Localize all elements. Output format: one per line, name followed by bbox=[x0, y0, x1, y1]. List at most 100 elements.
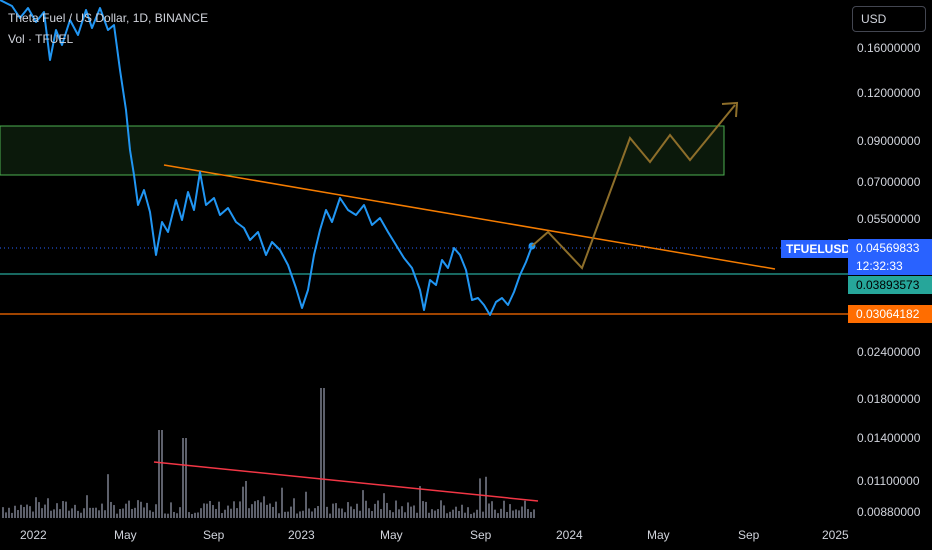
volume-bar bbox=[236, 508, 238, 518]
chart-area[interactable]: Theta Fuel / US Dollar, 1D, BINANCE Vol … bbox=[0, 0, 848, 521]
volume-bar bbox=[413, 505, 415, 518]
volume-bar bbox=[374, 503, 376, 518]
volume-bar bbox=[371, 511, 373, 518]
volume-bar bbox=[401, 506, 403, 518]
volume-bar bbox=[302, 510, 304, 518]
volume-bar bbox=[176, 513, 178, 518]
time-tick-label: Sep bbox=[738, 528, 760, 542]
volume-bar bbox=[140, 501, 142, 518]
volume-bar bbox=[389, 510, 391, 518]
volume-bar bbox=[329, 513, 331, 518]
volume-bar bbox=[83, 508, 85, 518]
volume-bar bbox=[47, 498, 49, 518]
volume-bar bbox=[293, 498, 295, 518]
volume-bar bbox=[530, 511, 532, 518]
volume-bar bbox=[491, 501, 493, 518]
price-tick-label: 0.12000000 bbox=[857, 86, 921, 100]
volume-bar bbox=[488, 503, 490, 518]
volume-bar bbox=[272, 506, 274, 518]
volume-bar bbox=[440, 500, 442, 518]
volume-bar bbox=[152, 511, 154, 518]
volume-bar bbox=[62, 501, 64, 518]
volume-bar bbox=[428, 512, 430, 518]
volume-bar bbox=[494, 509, 496, 518]
volume-bar bbox=[29, 506, 31, 518]
currency-button[interactable]: USD bbox=[852, 6, 926, 32]
volume-bar bbox=[146, 502, 148, 518]
volume-bar bbox=[398, 509, 400, 518]
time-tick-label: May bbox=[647, 528, 670, 542]
volume-bar bbox=[521, 506, 523, 518]
volume-bar bbox=[356, 503, 358, 518]
price-tick-label: 0.00880000 bbox=[857, 505, 921, 519]
volume-bar bbox=[188, 512, 190, 518]
price-line bbox=[0, 0, 533, 316]
volume-bar bbox=[377, 500, 379, 518]
time-tick-label: 2025 bbox=[822, 528, 849, 542]
volume-bar bbox=[38, 502, 40, 518]
resistance-zone[interactable] bbox=[0, 125, 725, 176]
volume-bar bbox=[338, 508, 340, 518]
volume-bar bbox=[41, 508, 43, 518]
volume-bar bbox=[194, 512, 196, 518]
volume-legend[interactable]: Vol · TFUEL bbox=[8, 32, 74, 46]
volume-bar bbox=[485, 476, 487, 518]
price-tick-label: 0.01400000 bbox=[857, 431, 921, 445]
volume-bar bbox=[203, 503, 205, 518]
volume-bar bbox=[107, 474, 109, 518]
volume-bar bbox=[431, 509, 433, 518]
symbol-legend-title[interactable]: Theta Fuel / US Dollar, 1D, BINANCE bbox=[8, 11, 209, 25]
volume-bar bbox=[233, 501, 235, 518]
current-price-value: 0.04569833 bbox=[856, 241, 920, 255]
volume-bar bbox=[452, 509, 454, 518]
volume-bar bbox=[170, 502, 172, 518]
volume-bar bbox=[101, 503, 103, 518]
volume-bar bbox=[155, 504, 157, 518]
volume-bar bbox=[191, 513, 193, 518]
time-scale[interactable]: 2022 May Sep 2023 May Sep 2024 May Sep 2025 bbox=[0, 521, 849, 550]
volume-bar bbox=[449, 511, 451, 518]
volume-bar bbox=[350, 506, 352, 518]
volume-bar bbox=[326, 506, 328, 518]
volume-bar bbox=[458, 510, 460, 518]
volume-bar bbox=[86, 495, 88, 518]
volume-bar bbox=[299, 511, 301, 518]
volume-bar bbox=[35, 497, 37, 518]
descending-trendline[interactable] bbox=[163, 164, 776, 270]
volume-bar bbox=[227, 505, 229, 518]
volume-bar bbox=[164, 513, 166, 518]
time-tick-label: May bbox=[380, 528, 403, 542]
bar-countdown: 12:32:33 bbox=[856, 259, 903, 273]
price-tick-label: 0.02400000 bbox=[857, 345, 921, 359]
volume-bar bbox=[506, 511, 508, 518]
price-tick-label: 0.01800000 bbox=[857, 392, 921, 406]
projection-arrow-head bbox=[721, 101, 739, 118]
volume-bar bbox=[467, 507, 469, 518]
time-tick-label: 2022 bbox=[20, 528, 47, 542]
price-tick-label: 0.16000000 bbox=[857, 41, 921, 55]
volume-bar bbox=[56, 503, 58, 518]
volume-bar bbox=[65, 501, 67, 518]
volume-bar bbox=[212, 505, 214, 518]
projection-path[interactable] bbox=[531, 104, 736, 270]
current-price-badge: 0.04569833 12:32:33 bbox=[848, 239, 932, 275]
volume-bar bbox=[476, 509, 478, 518]
volume-bar bbox=[422, 501, 424, 518]
volume-bar bbox=[317, 506, 319, 518]
volume-bar bbox=[104, 510, 106, 518]
volume-bar bbox=[500, 508, 502, 518]
volume-bar bbox=[218, 501, 220, 518]
volume-bar bbox=[470, 513, 472, 518]
volume-bar bbox=[362, 490, 364, 518]
chart-canvas[interactable] bbox=[0, 0, 848, 521]
volume-bar bbox=[404, 512, 406, 518]
price-tick-label: 0.09000000 bbox=[857, 134, 921, 148]
green-line-price-badge: 0.03893573 bbox=[848, 276, 932, 294]
volume-bar bbox=[305, 491, 307, 518]
volume-bar bbox=[311, 511, 313, 518]
volume-bar bbox=[386, 502, 388, 518]
volume-bar bbox=[266, 504, 268, 518]
volume-trendline[interactable] bbox=[153, 461, 539, 502]
volume-bar bbox=[59, 509, 61, 518]
time-tick-label: 2024 bbox=[556, 528, 583, 542]
